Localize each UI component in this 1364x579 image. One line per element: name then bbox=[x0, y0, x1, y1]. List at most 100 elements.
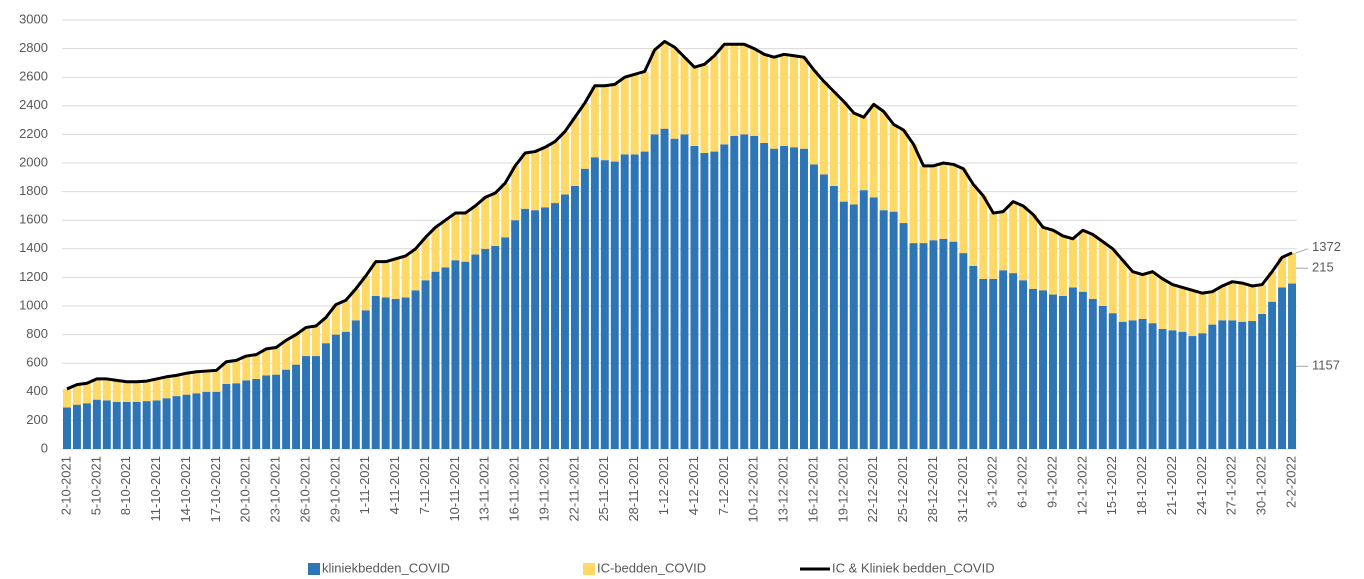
bar bbox=[680, 134, 689, 449]
bar bbox=[302, 356, 310, 449]
label-leader bbox=[1295, 248, 1309, 254]
bar bbox=[919, 165, 928, 244]
bar bbox=[541, 207, 550, 449]
bar bbox=[1078, 230, 1087, 292]
bar bbox=[222, 361, 231, 384]
bar bbox=[282, 369, 291, 449]
bar bbox=[142, 401, 151, 449]
bar bbox=[1288, 252, 1297, 284]
y-tick-label: 0 bbox=[41, 440, 48, 455]
bar bbox=[800, 148, 808, 449]
bar bbox=[1248, 321, 1257, 449]
x-tick-label: 1-12-2021 bbox=[656, 456, 671, 515]
x-tick-label: 5-10-2021 bbox=[88, 456, 103, 515]
bar bbox=[750, 135, 759, 449]
bar bbox=[1108, 248, 1117, 314]
bar bbox=[1009, 201, 1018, 274]
y-tick-label: 600 bbox=[26, 355, 48, 370]
line bbox=[66, 39, 1293, 391]
x-tick-label: 12-1-2022 bbox=[1074, 456, 1089, 515]
bar bbox=[690, 67, 699, 146]
bar bbox=[999, 270, 1008, 449]
y-tick-label: 800 bbox=[26, 326, 48, 341]
x-tick-label: 24-1-2022 bbox=[1194, 456, 1209, 515]
bar bbox=[132, 401, 141, 449]
bar bbox=[560, 131, 569, 195]
bar bbox=[222, 383, 231, 449]
y-tick-label: 2400 bbox=[19, 97, 48, 112]
bar bbox=[929, 240, 938, 449]
y-tick-label: 200 bbox=[26, 412, 48, 427]
bar bbox=[869, 197, 878, 449]
bar bbox=[132, 381, 141, 402]
bar bbox=[262, 375, 271, 449]
x-tick-label: 15-1-2022 bbox=[1104, 456, 1119, 515]
bar bbox=[92, 378, 101, 400]
x-tick-label: 30-1-2022 bbox=[1254, 456, 1269, 515]
bar bbox=[1019, 205, 1028, 281]
bar bbox=[640, 71, 649, 152]
bar bbox=[1019, 280, 1028, 449]
x-tick-label: 13-12-2021 bbox=[776, 456, 791, 523]
bar bbox=[1178, 331, 1187, 449]
bar bbox=[780, 145, 789, 449]
bar bbox=[471, 254, 480, 449]
bar bbox=[391, 258, 400, 299]
bar bbox=[839, 101, 848, 202]
bar bbox=[809, 164, 818, 449]
x-tick-label: 22-11-2021 bbox=[566, 456, 581, 522]
x-tick-label: 13-11-2021 bbox=[477, 456, 492, 522]
bar bbox=[1198, 293, 1207, 334]
y-tick-label: 2000 bbox=[19, 154, 48, 169]
x-tick-label: 21-1-2022 bbox=[1164, 456, 1179, 515]
y-tick-label: 3000 bbox=[19, 11, 48, 26]
bar bbox=[889, 124, 898, 212]
bar bbox=[112, 401, 121, 449]
y-tick-label: 1800 bbox=[19, 183, 48, 198]
bar bbox=[730, 44, 739, 136]
x-tick-label: 20-10-2021 bbox=[238, 456, 253, 523]
bar bbox=[142, 381, 151, 402]
bar bbox=[321, 343, 330, 449]
bar bbox=[1108, 313, 1117, 449]
bar bbox=[521, 152, 530, 209]
bar bbox=[162, 398, 171, 449]
bar bbox=[421, 237, 430, 281]
x-tick-label: 6-1-2022 bbox=[1015, 456, 1030, 508]
bar bbox=[1088, 298, 1097, 449]
bar bbox=[242, 380, 251, 449]
bar bbox=[411, 290, 420, 449]
x-tick-label: 28-11-2021 bbox=[626, 456, 641, 522]
bar bbox=[481, 248, 490, 449]
bar bbox=[979, 278, 988, 449]
bar bbox=[1158, 278, 1167, 329]
x-tick-label: 4-12-2021 bbox=[686, 456, 701, 515]
bar bbox=[879, 210, 888, 449]
x-tick-label: 23-10-2021 bbox=[268, 456, 283, 523]
bar bbox=[949, 241, 958, 449]
bar bbox=[1138, 318, 1147, 449]
x-tick-label: 19-12-2021 bbox=[835, 456, 850, 523]
bar bbox=[660, 128, 669, 449]
bar bbox=[1138, 274, 1147, 319]
bar bbox=[600, 85, 609, 161]
bar bbox=[72, 384, 81, 405]
x-tick-label: 27-1-2022 bbox=[1224, 456, 1239, 515]
bar bbox=[72, 404, 81, 449]
bar bbox=[182, 373, 191, 395]
bar bbox=[630, 74, 639, 155]
bar bbox=[511, 165, 520, 221]
bar bbox=[949, 164, 958, 242]
bar bbox=[740, 44, 749, 135]
x-tick-label: 26-10-2021 bbox=[297, 456, 312, 523]
x-tick-label: 8-10-2021 bbox=[118, 456, 133, 515]
bar bbox=[790, 55, 799, 148]
bar bbox=[1178, 287, 1187, 332]
bar bbox=[331, 304, 340, 335]
bar bbox=[690, 145, 699, 449]
bar bbox=[600, 160, 609, 449]
bar bbox=[421, 280, 430, 449]
bar bbox=[670, 47, 679, 139]
bar bbox=[570, 117, 579, 186]
y-tick-label: 1400 bbox=[19, 240, 48, 255]
